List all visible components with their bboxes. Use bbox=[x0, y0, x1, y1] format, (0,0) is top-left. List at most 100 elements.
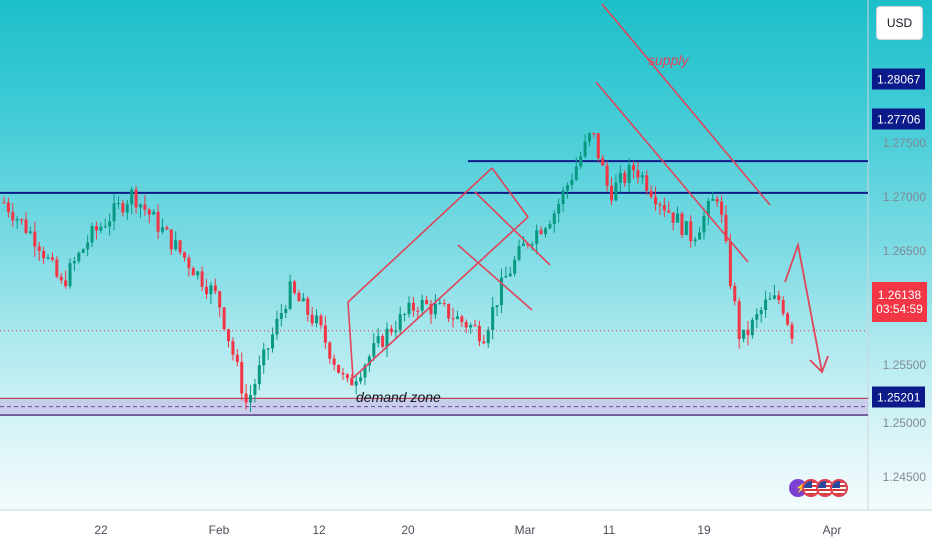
candle-body bbox=[15, 219, 19, 221]
candle-body bbox=[165, 227, 169, 230]
candle-body bbox=[671, 212, 675, 223]
candle-body bbox=[728, 241, 732, 287]
us-flag-icon[interactable] bbox=[802, 479, 820, 497]
candle-body bbox=[46, 257, 50, 259]
candle-body bbox=[504, 276, 508, 278]
candle-body bbox=[605, 165, 609, 186]
candle-body bbox=[636, 170, 640, 178]
candle-body bbox=[649, 190, 653, 197]
countdown-timer: 03:54:59 bbox=[876, 302, 923, 316]
candle-body bbox=[218, 291, 222, 308]
candle-body bbox=[130, 189, 134, 205]
candle-body bbox=[684, 221, 688, 236]
candle-body bbox=[495, 305, 499, 308]
candle-body bbox=[244, 393, 248, 403]
current-price-badge: 1.26138 03:54:59 bbox=[872, 282, 927, 322]
x-tick-label: 20 bbox=[401, 523, 415, 537]
candle-body bbox=[460, 316, 464, 322]
supply-annotation: supply bbox=[648, 52, 689, 68]
candle-body bbox=[323, 325, 327, 343]
candle-body bbox=[363, 365, 367, 378]
candle-body bbox=[543, 228, 547, 235]
candle-body bbox=[235, 354, 239, 363]
candle-body bbox=[662, 205, 666, 211]
candle-body bbox=[24, 219, 28, 233]
x-tick-label: 11 bbox=[602, 523, 616, 537]
candle-body bbox=[77, 252, 81, 262]
candle-body bbox=[499, 277, 503, 306]
candle-body bbox=[341, 372, 345, 375]
candle-body bbox=[59, 276, 63, 281]
candle-body bbox=[55, 259, 59, 277]
demand-zone-annotation: demand zone bbox=[356, 389, 441, 405]
candle-body bbox=[407, 302, 411, 315]
candle-body bbox=[28, 231, 32, 233]
candle-body bbox=[81, 249, 85, 253]
x-tick-label: 22 bbox=[94, 523, 108, 537]
candle-body bbox=[658, 204, 662, 206]
candle-body bbox=[50, 257, 54, 260]
candle-body bbox=[64, 280, 68, 287]
candle-body bbox=[715, 198, 719, 202]
candle-body bbox=[99, 226, 103, 231]
candle-body bbox=[33, 231, 37, 247]
candle-body bbox=[249, 395, 253, 403]
currency-button[interactable]: USD bbox=[876, 6, 923, 40]
candle-body bbox=[561, 190, 565, 205]
candle-body bbox=[469, 325, 473, 328]
candle-body bbox=[447, 303, 451, 319]
candle-body bbox=[781, 300, 785, 314]
candle-body bbox=[182, 252, 186, 258]
candle-body bbox=[94, 226, 98, 231]
candle-body bbox=[372, 343, 376, 357]
level-badge-2: 1.27706 bbox=[872, 108, 926, 130]
candle-body bbox=[359, 377, 363, 382]
candle-body bbox=[350, 378, 354, 386]
candle-body bbox=[275, 318, 279, 335]
current-price-value: 1.26138 bbox=[877, 288, 922, 302]
candle-body bbox=[398, 314, 402, 331]
candle-body bbox=[143, 204, 147, 210]
candle-body bbox=[389, 328, 393, 333]
candle-body bbox=[315, 315, 319, 324]
candle-body bbox=[724, 214, 728, 242]
candle-body bbox=[209, 285, 213, 295]
candle-body bbox=[610, 185, 614, 201]
channel-line bbox=[474, 191, 551, 266]
candle-body bbox=[191, 268, 195, 276]
candle-body bbox=[86, 242, 90, 250]
candle-body bbox=[482, 341, 486, 344]
candle-body bbox=[288, 281, 292, 309]
us-flag-icon[interactable] bbox=[830, 479, 848, 497]
y-tick-label: 1.25500 bbox=[882, 358, 926, 372]
candle-body bbox=[755, 314, 759, 320]
x-tick-label: Mar bbox=[514, 523, 536, 537]
candle-body bbox=[156, 211, 160, 232]
candle-body bbox=[196, 271, 200, 276]
candle-body bbox=[332, 358, 336, 365]
candle-body bbox=[20, 219, 24, 221]
y-tick-label: 1.27500 bbox=[882, 136, 926, 150]
candle-body bbox=[464, 321, 468, 328]
candle-body bbox=[227, 329, 231, 342]
level-badge-1: 1.28067 bbox=[872, 68, 926, 90]
candle-body bbox=[429, 303, 433, 315]
candle-body bbox=[601, 158, 605, 166]
channel-line bbox=[601, 3, 771, 206]
candle-body bbox=[257, 365, 261, 385]
y-tick-label: 1.26500 bbox=[882, 244, 926, 258]
candle-body bbox=[733, 286, 737, 302]
x-tick-label: 19 bbox=[697, 523, 711, 537]
candle-body bbox=[2, 202, 6, 204]
candle-body bbox=[680, 213, 684, 236]
candle-body bbox=[240, 362, 244, 394]
candle-body bbox=[266, 348, 270, 350]
candle-body bbox=[654, 196, 658, 205]
candle-body bbox=[152, 211, 156, 215]
candle-body bbox=[284, 308, 288, 314]
candle-body bbox=[112, 203, 116, 222]
candle-body bbox=[231, 341, 235, 355]
candle-body bbox=[425, 299, 429, 304]
candle-body bbox=[121, 203, 125, 213]
